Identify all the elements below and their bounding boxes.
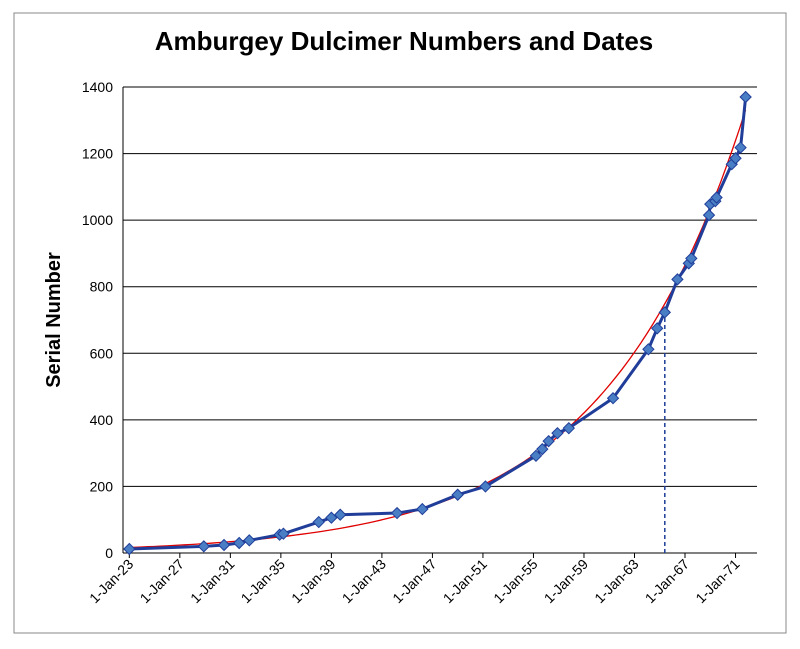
data-point <box>739 90 752 104</box>
y-tick-label: 200 <box>90 478 114 494</box>
y-tick-label: 400 <box>90 412 114 428</box>
chart-border <box>13 12 787 634</box>
data-point <box>551 426 564 440</box>
data-point <box>451 488 464 501</box>
data-point <box>325 511 338 524</box>
data-point <box>390 506 404 520</box>
data-point <box>734 141 747 154</box>
data-point <box>729 152 742 165</box>
data-point <box>536 442 549 456</box>
data-point <box>197 540 211 553</box>
data-point <box>479 480 492 493</box>
data-point <box>671 273 684 286</box>
data-point <box>217 538 231 552</box>
data-point <box>529 449 543 463</box>
y-tick-label: 600 <box>90 345 114 361</box>
y-axis-label: Serial Number <box>43 252 65 388</box>
data-point <box>651 322 664 335</box>
data-point <box>416 502 429 516</box>
data-point <box>334 508 347 521</box>
data-point <box>562 421 576 435</box>
data-point <box>123 542 136 556</box>
data-point <box>710 191 723 204</box>
data-point <box>243 534 256 547</box>
y-tick-label: 0 <box>105 545 113 561</box>
data-point <box>606 392 620 405</box>
y-tick-label: 800 <box>90 279 114 295</box>
data-point <box>702 208 716 222</box>
data-point <box>542 434 555 448</box>
data-point <box>658 306 672 319</box>
data-point <box>642 343 655 356</box>
data-point <box>232 536 246 550</box>
data-point <box>685 252 698 265</box>
y-tick-label: 1400 <box>82 79 113 95</box>
data-point <box>312 515 325 529</box>
y-tick-label: 1200 <box>82 146 113 162</box>
data-point <box>277 527 290 540</box>
chart-title: Amburgey Dulcimer Numbers and Dates <box>155 26 653 56</box>
y-tick-label: 1000 <box>82 212 113 228</box>
